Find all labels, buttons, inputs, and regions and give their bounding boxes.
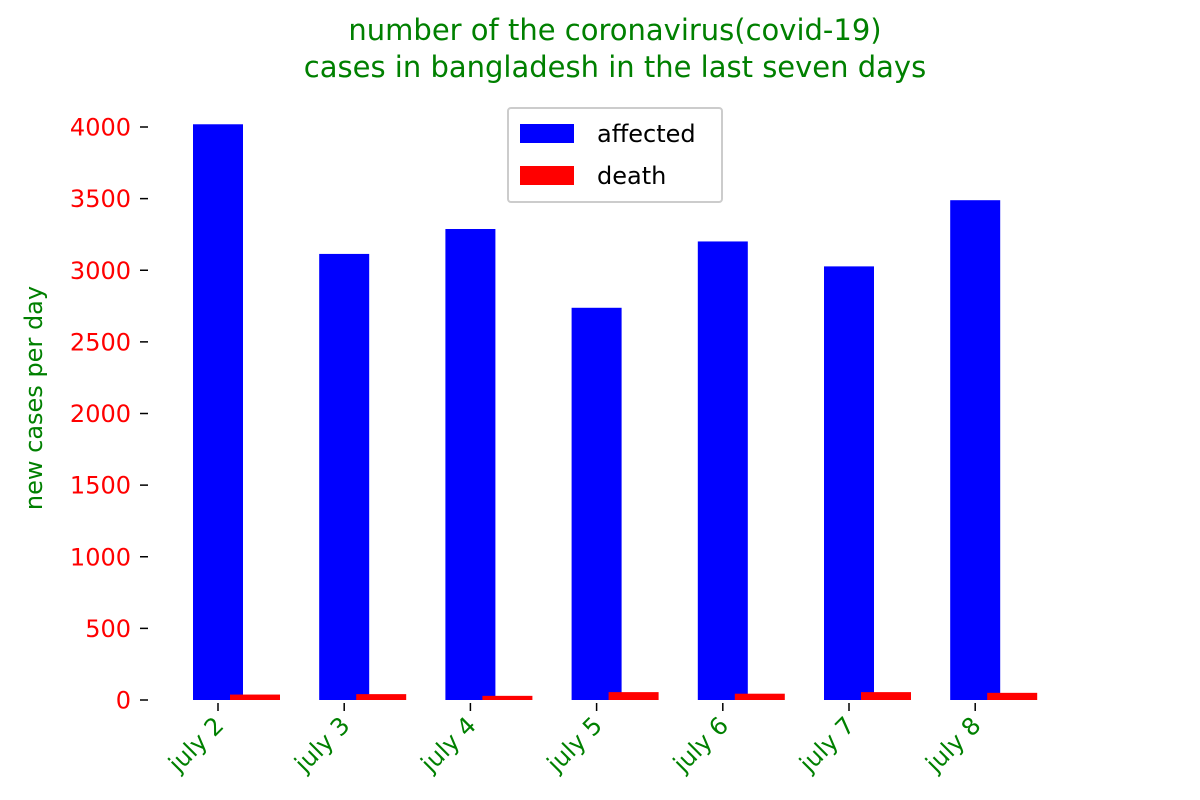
x-tick-label: july 3 xyxy=(289,711,356,778)
x-axis: july 2 july 3 july 4 july 5 july 6 july 7 july… xyxy=(162,703,986,778)
y-tick-label: 3000 xyxy=(70,257,131,285)
y-tick-label: 2000 xyxy=(70,400,131,428)
x-tick-label: july 6 xyxy=(667,711,734,778)
y-tick-label: 4000 xyxy=(70,114,131,142)
bar-death xyxy=(356,694,407,700)
chart-title-line-1: number of the coronavirus(covid-19) xyxy=(348,13,881,47)
legend: affected death xyxy=(507,107,723,203)
bar-affected xyxy=(697,241,748,700)
chart-title-line-2: cases in bangladesh in the last seven da… xyxy=(304,50,926,84)
x-tick-label: july 8 xyxy=(920,711,987,778)
bar-death xyxy=(608,692,659,700)
y-tick-label: 2500 xyxy=(70,328,131,356)
bars xyxy=(193,124,1038,700)
legend-swatch-death xyxy=(520,166,574,185)
y-tick-label: 500 xyxy=(85,615,131,643)
y-tick-label: 1500 xyxy=(70,472,131,500)
y-axis: 0 500 1000 1500 2000 2500 3000 3500 4000 xyxy=(70,114,148,715)
bar-death xyxy=(482,695,533,700)
legend-label-affected: affected xyxy=(597,120,696,148)
bar-death xyxy=(734,693,785,700)
bar-affected xyxy=(950,200,1001,700)
y-tick-label: 0 xyxy=(116,687,131,715)
bar-death xyxy=(230,694,280,700)
bar-affected xyxy=(445,228,496,700)
bar-affected xyxy=(319,253,370,700)
y-tick-label: 1000 xyxy=(70,543,131,571)
bar-death xyxy=(987,692,1038,700)
bar-affected xyxy=(193,124,243,700)
y-tick-label: 3500 xyxy=(70,185,131,213)
bar-affected xyxy=(824,266,874,700)
chart-title: number of the coronavirus(covid-19) case… xyxy=(304,13,926,84)
x-tick-label: july 7 xyxy=(793,711,860,778)
legend-swatch-affected xyxy=(520,124,574,143)
x-tick-label: july 4 xyxy=(415,711,482,778)
legend-label-death: death xyxy=(597,162,666,190)
bar-affected xyxy=(571,307,622,700)
bar-death xyxy=(861,692,911,700)
x-tick-label: july 2 xyxy=(162,711,229,778)
y-axis-label: new cases per day xyxy=(20,286,48,510)
x-tick-label: july 5 xyxy=(541,711,608,778)
